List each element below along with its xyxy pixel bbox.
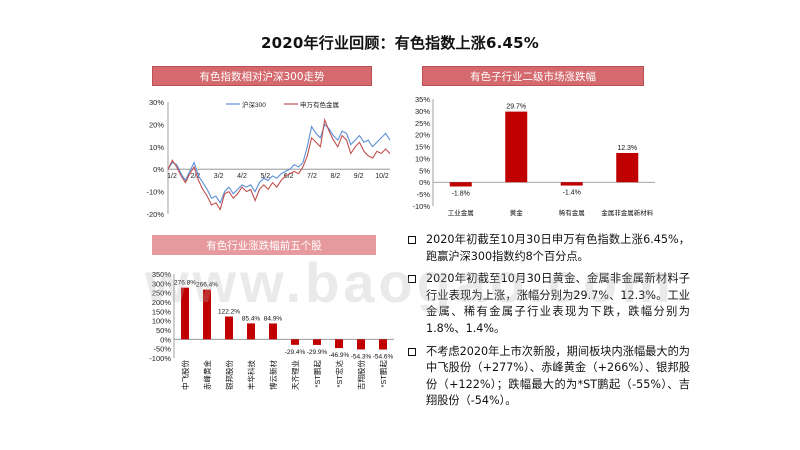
y-tick-label: 10%	[415, 154, 430, 163]
series-line	[167, 123, 391, 205]
data-label: -54.3%	[351, 353, 372, 360]
category-label: 中飞股份	[180, 360, 190, 390]
square-bullet-icon	[408, 347, 416, 356]
top-stocks-banner: 有色行业涨跌幅前五个股	[152, 235, 376, 255]
category-label: *ST鹏起	[378, 360, 388, 388]
square-bullet-icon	[408, 275, 416, 284]
bullet-item: 2020年初截至10月30日申万有色指数上涨6.45%，跑赢沪深300指数约8个…	[405, 232, 690, 265]
x-tick-label: 5/2	[260, 173, 270, 180]
x-tick-label: 10/2	[375, 173, 389, 180]
y-tick-label: -10%	[412, 202, 430, 211]
bullet-text: 2020年初截至10月30日黄金、金属非金属新材料子行业表现为上涨，涨幅分别为2…	[426, 272, 690, 335]
y-tick-label: 350%	[152, 270, 172, 279]
data-label: 85.4%	[242, 315, 261, 322]
y-tick-label: 5%	[419, 166, 430, 175]
y-tick-label: -100%	[149, 354, 171, 363]
y-tick-label: 250%	[152, 289, 172, 298]
category-label: 丰华科技	[246, 360, 256, 390]
legend-label: 沪深300	[242, 100, 266, 109]
square-bullet-icon	[408, 236, 416, 244]
y-tick-label: 0%	[419, 178, 430, 187]
x-tick-label: 8/2	[330, 173, 340, 180]
y-tick-label: 200%	[152, 298, 172, 307]
y-tick-label: -5%	[417, 190, 431, 199]
bar	[449, 182, 472, 187]
commentary-list: 2020年初截至10月30日申万有色指数上涨6.45%，跑赢沪深300指数约8个…	[405, 232, 690, 416]
data-label: -29.4%	[285, 349, 306, 356]
y-tick-label: 20%	[415, 131, 430, 140]
data-label: -29.9%	[307, 349, 328, 356]
bullet-item: 不考虑2020年上市次新股，期间板块内涨幅最大的为中飞股份（+277%）、赤峰黄…	[405, 344, 690, 410]
data-label: 122.2%	[218, 309, 240, 316]
y-tick-label: -50%	[153, 345, 171, 354]
y-tick-label: 15%	[415, 143, 430, 152]
bullet-text: 2020年初截至10月30日申万有色指数上涨6.45%，跑赢沪深300指数约8个…	[426, 233, 690, 263]
data-label: -1.4%	[563, 190, 581, 197]
top-stocks-bar-chart: 350%300%250%200%150%100%50%0%-50%-100% 27…	[149, 270, 394, 390]
bar	[225, 316, 233, 340]
bar	[247, 323, 255, 340]
y-tick-label: 30%	[149, 98, 164, 107]
y-tick-label: 0%	[153, 165, 164, 174]
y-tick-label: 100%	[152, 317, 172, 326]
data-label: -54.6%	[373, 354, 394, 361]
bullet-item: 2020年初截至10月30日黄金、金属非金属新材料子行业表现为上涨，涨幅分别为2…	[405, 271, 690, 337]
bar	[203, 289, 211, 340]
series-line	[167, 117, 391, 211]
y-tick-label: -10%	[146, 188, 164, 197]
category-label: 博云新材	[268, 360, 278, 390]
category-label: 赤峰黄金	[202, 360, 212, 390]
data-label: -46.9%	[329, 352, 350, 359]
category-label: 银邦股份	[224, 360, 234, 390]
x-tick-label: 2/2	[190, 173, 200, 180]
line-chart-banner: 有色指数相对沪深300走势	[152, 66, 372, 86]
category-label: 稀有金属	[559, 208, 585, 217]
y-tick-label: 25%	[415, 119, 430, 128]
category-label: *ST鹏起	[312, 360, 322, 388]
category-label: *ST宏达	[334, 360, 344, 388]
y-tick-label: 150%	[152, 307, 172, 316]
bar	[379, 339, 387, 350]
data-label: 29.7%	[506, 104, 526, 111]
x-tick-label: 3/2	[214, 173, 224, 180]
data-label: 276.8%	[174, 280, 196, 287]
x-tick-label: 7/2	[307, 173, 317, 180]
bar	[181, 287, 189, 340]
y-tick-label: 300%	[152, 279, 172, 288]
bar	[357, 339, 365, 350]
category-label: 金属非金属新材料	[601, 208, 654, 217]
y-tick-label: 30%	[415, 107, 430, 116]
page-title: 2020年行业回顾：有色指数上涨6.45%	[261, 34, 539, 52]
bar	[560, 182, 583, 186]
category-label: 天齐锂业	[290, 360, 300, 390]
x-tick-label: 9/2	[354, 173, 364, 180]
legend-label: 申万有色金属	[300, 100, 339, 109]
data-label: 12.3%	[617, 145, 637, 152]
y-tick-label: 20%	[149, 120, 164, 129]
data-label: -1.8%	[452, 191, 470, 198]
bar	[505, 111, 528, 183]
x-tick-label: 6/2	[284, 173, 294, 180]
category-label: 工业金属	[448, 208, 474, 217]
bar	[269, 323, 277, 340]
category-label: 黄金	[510, 208, 524, 217]
x-tick-label: 4/2	[237, 173, 247, 180]
category-label: 吉翔股份	[356, 360, 366, 390]
bullet-text: 不考虑2020年上市次新股，期间板块内涨幅最大的为中飞股份（+277%）、赤峰黄…	[426, 344, 690, 408]
relative-performance-line-chart: 30% 20% 10% 0% -10% -20% 1/2 2/2 3/2 4/2 5/2 6/2 7/2…	[146, 98, 391, 219]
y-tick-label: 0%	[160, 335, 171, 344]
sub-industry-bar-chart: 35% 30% 25% 20% 15% 10% 5% 0% -5% -10% -1.8% 工业金属 29…	[412, 95, 655, 217]
bar	[335, 339, 343, 349]
data-label: 84.9%	[264, 315, 283, 322]
bar	[291, 339, 299, 345]
y-tick-label: -20%	[146, 210, 164, 219]
bar	[616, 152, 639, 183]
data-label: 266.4%	[196, 282, 218, 289]
bar	[313, 339, 321, 345]
y-tick-label: 10%	[149, 143, 164, 152]
sub-industry-banner: 有色子行业二级市场涨跌幅	[422, 66, 644, 86]
y-tick-label: 50%	[156, 326, 171, 335]
y-tick-label: 35%	[415, 95, 430, 104]
x-tick-label: 1/2	[167, 173, 177, 180]
